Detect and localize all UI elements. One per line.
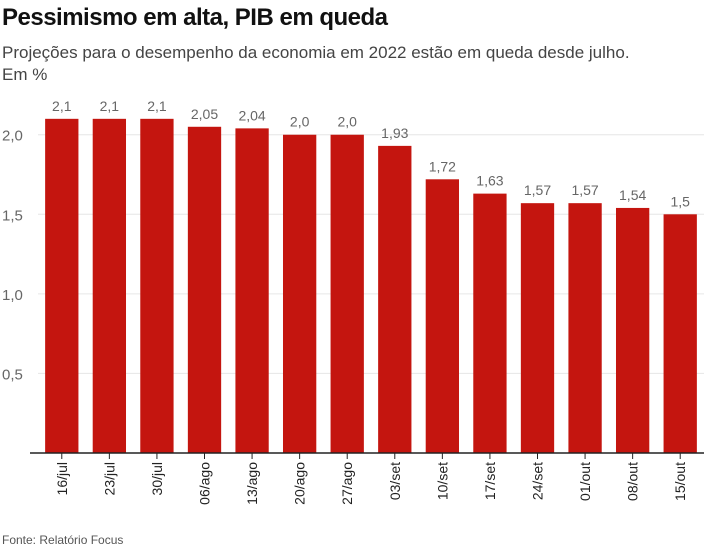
bar-value-label: 1,57 [571,182,598,198]
bar-17-set [473,193,507,454]
bar-20-ago [282,134,317,453]
bar-value-label: 2,0 [290,114,310,130]
x-tick-label: 20/ago [292,462,308,505]
bar-27-ago [330,134,364,453]
bar-value-label: 1,93 [381,125,408,141]
bar-03-set [378,145,412,453]
y-tick-label: 2,0 [2,128,23,145]
bar-15-out [663,214,697,453]
x-tick-label: 10/set [434,462,450,500]
bar-16-jul [45,118,79,454]
bar-value-label: 1,5 [670,193,690,209]
x-tick-label: 30/jul [149,462,165,495]
y-tick-label: 1,5 [2,207,23,224]
bar-value-label: 2,1 [100,98,120,114]
bar-06-ago [187,126,222,454]
x-tick-label: 06/ago [197,462,213,505]
bars: 2,1 2,1 2,1 2,05 2,04 2,0 2,0 1,93 1,72 1,63 1,57 1… [45,98,697,454]
bar-value-label: 2,1 [52,98,72,114]
axes: 16/jul 23/jul 30/jul 06/ago 13/ago 20/ago 27/a… [30,452,704,505]
x-tick-label: 03/set [387,462,403,500]
bar-value-label: 2,0 [337,114,357,130]
bar-01-out [568,203,602,453]
bar-value-label: 2,05 [191,106,218,122]
y-tick-label: 1,0 [2,287,23,304]
chart-title: Pessimismo em alta, PIB em queda [2,4,388,31]
bar-value-label: 1,63 [476,173,503,189]
x-tick-label: 27/ago [339,462,355,505]
chart-subtitle: Projeções para o desempenho da economia … [2,43,630,62]
x-tick-label: 17/set [482,462,498,500]
bar-value-label: 2,1 [147,98,167,114]
x-tick-label: 23/jul [101,462,117,495]
x-tick-label: 16/jul [54,462,70,495]
unit-label: Em % [2,65,48,84]
x-tick-label: 15/out [672,462,688,501]
bar-10-set [425,179,460,453]
bar-24-set [520,203,555,453]
x-tick-label: 08/out [625,462,641,501]
bar-value-label: 1,57 [524,182,551,198]
x-tick-label: 24/set [530,462,546,500]
bar-30-jul [140,118,174,454]
bar-23-jul [92,118,127,454]
bar-13-ago [235,128,269,454]
bar-value-label: 1,72 [429,158,456,174]
source-note: Fonte: Relatório Focus [2,533,124,547]
bar-08-out [615,207,650,453]
x-tick-label: 01/out [577,462,593,501]
y-tick-label: 0,5 [2,366,23,383]
bar-chart: 0,5 1,0 1,5 2,0 2,1 2,1 2,1 2,05 2,04 2,0 2,0 1,93… [2,98,704,505]
x-tick-label: 13/ago [244,462,260,505]
bar-value-label: 1,54 [619,187,646,203]
bar-value-label: 2,04 [238,107,265,123]
